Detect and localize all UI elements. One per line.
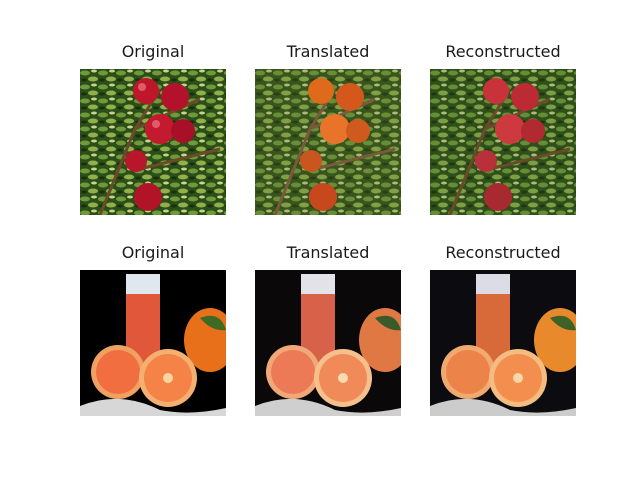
apple-tree-image-translated [255,69,401,215]
apple-tree-picture [80,69,226,215]
juice-image-translated [255,270,401,416]
juice-image-reconstructed [430,270,576,416]
apple-tree-picture [430,69,576,215]
panel-title: Translated [286,42,370,61]
apple-tree-picture [255,69,401,215]
panel-title: Reconstructed [445,42,561,61]
apples [475,78,545,211]
juice-picture [430,270,576,416]
oranges [300,78,370,211]
apple-tree-image-reconstructed [430,69,576,215]
apples [125,78,195,211]
juice-image-original [80,270,226,416]
juice-picture [255,270,401,416]
panel-title: Original [121,42,185,61]
apple-tree-image-original [80,69,226,215]
juice-picture [80,270,226,416]
panel-title: Translated [286,243,370,262]
panel-title: Reconstructed [445,243,561,262]
panel-title: Original [121,243,185,262]
